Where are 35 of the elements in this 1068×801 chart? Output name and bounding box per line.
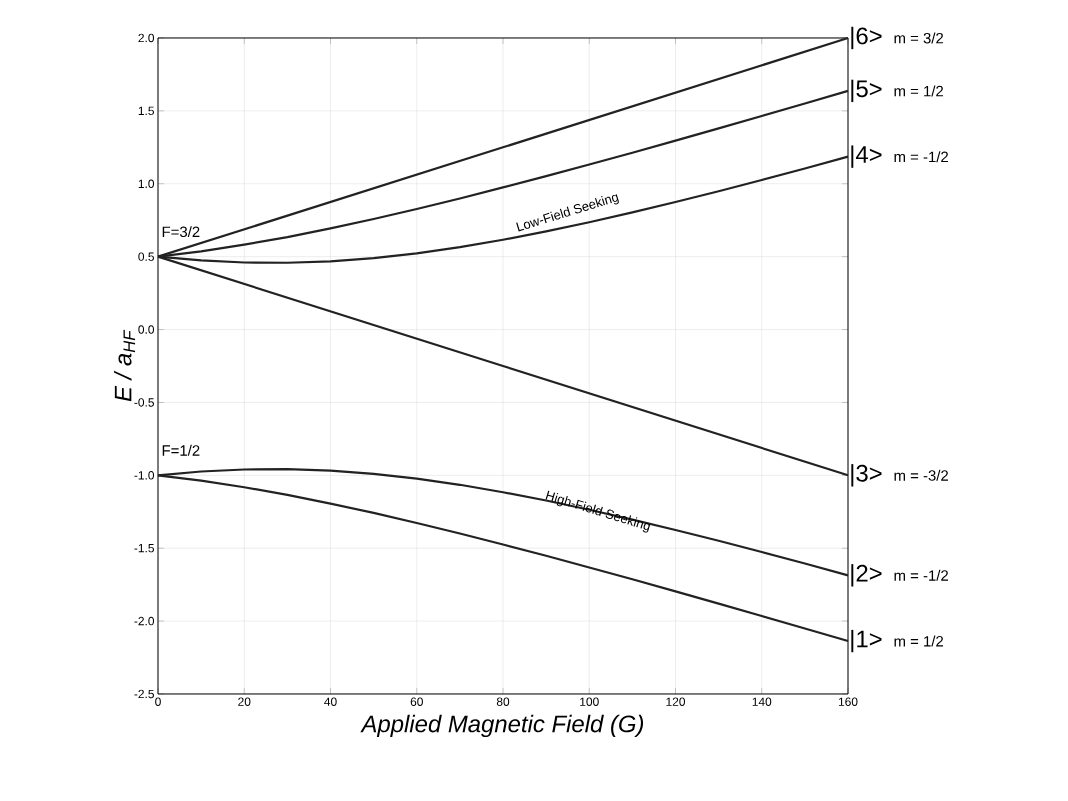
annotation: F=1/2 — [162, 444, 200, 456]
text: m = 1/2 — [894, 635, 944, 647]
x-tick-label: 80 — [496, 697, 510, 706]
annotation: F=3/2 — [162, 226, 200, 238]
y-tick-label: -2.0 — [134, 616, 155, 626]
text: m = 3/2 — [894, 32, 944, 44]
y-tick-label: -2.5 — [134, 689, 154, 699]
text: m = -1/2 — [894, 151, 948, 163]
text: m = -1/2 — [894, 569, 948, 581]
series-label: |6> — [851, 26, 882, 50]
text: m = 1/2 — [894, 85, 944, 97]
y-tick-label: 1.0 — [138, 179, 155, 188]
x-axis-title: Applied Magnetic Field (G) — [360, 714, 644, 738]
x-tick-label: 100 — [580, 697, 599, 706]
series-label: |4> — [851, 145, 882, 168]
x-tick-label: 40 — [324, 697, 337, 706]
series-label: |1> — [851, 629, 882, 653]
y-tick-label: -1.0 — [134, 471, 155, 480]
x-tick-label: 160 — [838, 697, 858, 706]
series-label: |2> — [851, 564, 882, 587]
y-tick-label: 1.5 — [138, 106, 154, 116]
y-tick-label: 0.0 — [138, 325, 155, 334]
text: m = -3/2 — [894, 469, 948, 481]
y-axis-title: E / a$_{HF}$ — [114, 329, 136, 402]
x-tick-label: 120 — [666, 697, 686, 706]
series-label: |5> — [851, 79, 882, 103]
x-tick-label: 60 — [410, 697, 423, 706]
x-tick-label: 140 — [752, 697, 772, 706]
x-tick-label: 0 — [155, 697, 161, 706]
y-tick-label: -1.5 — [134, 544, 154, 553]
y-tick-label: 2.0 — [138, 33, 155, 43]
y-tick-label: 0.5 — [138, 252, 154, 261]
y-tick-label: -0.5 — [134, 398, 154, 407]
series-label: |3> — [851, 464, 882, 487]
x-tick-label: 20 — [238, 697, 251, 706]
